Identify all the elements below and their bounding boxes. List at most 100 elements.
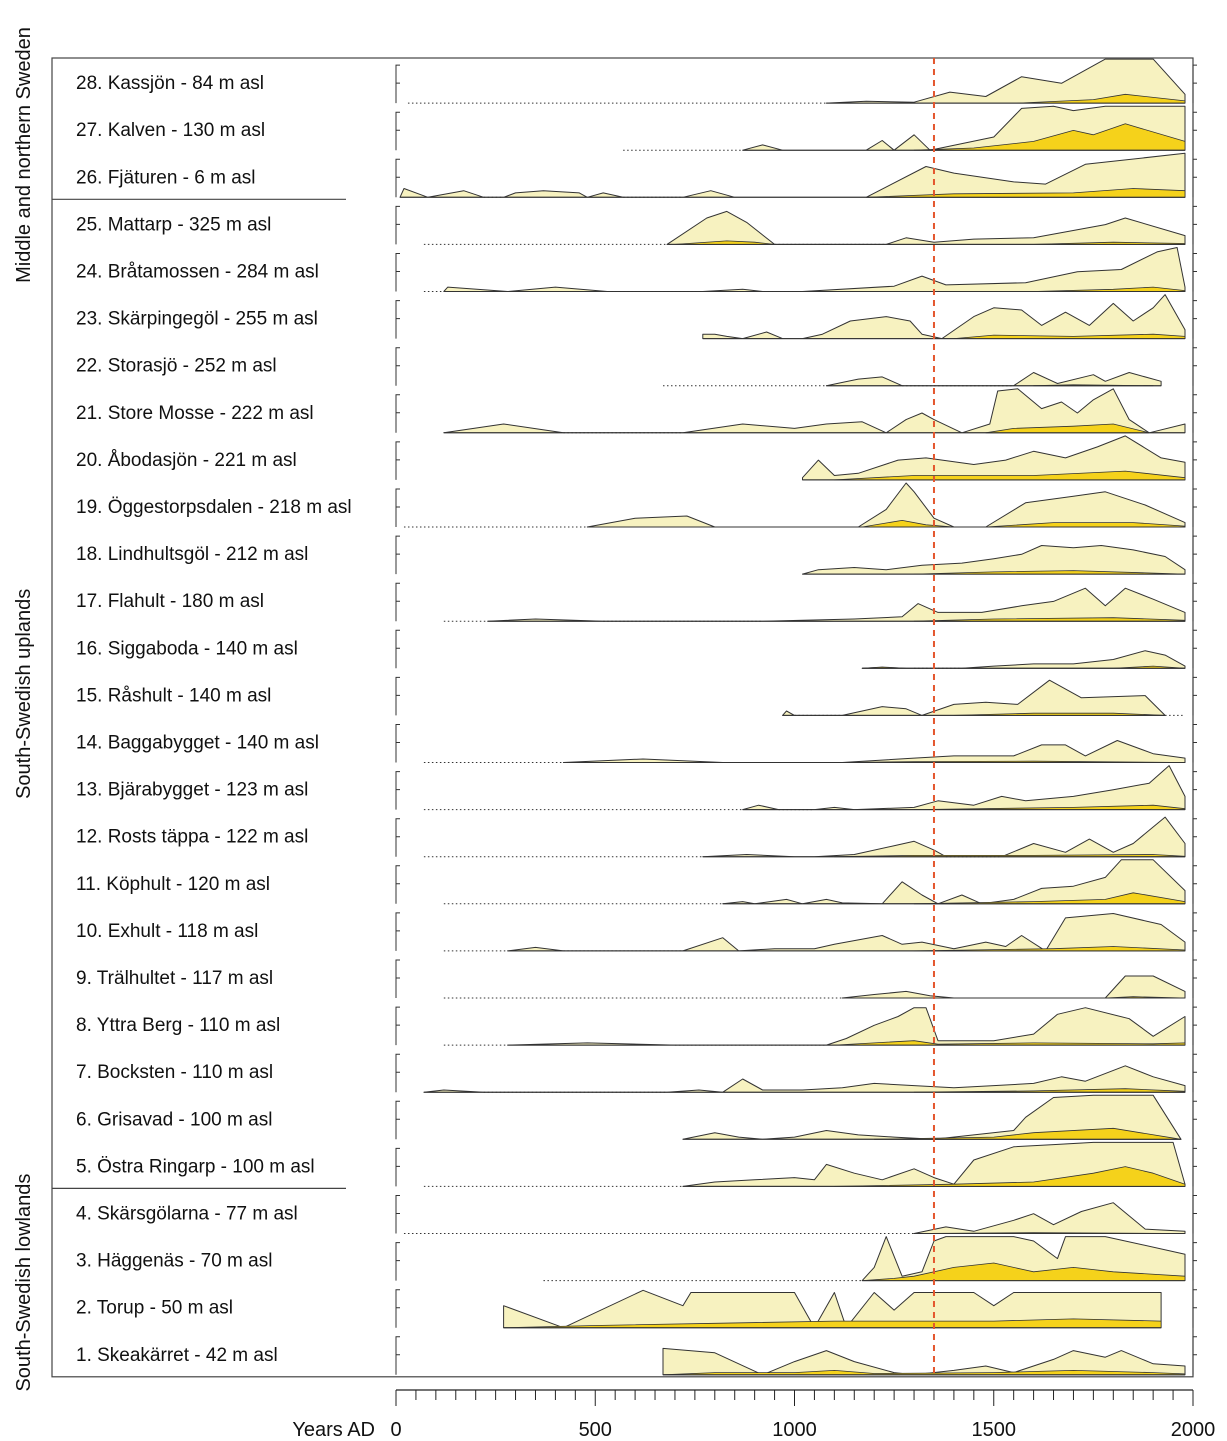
row-end-marker [1192,488,1197,527]
row-end-marker [1192,818,1197,857]
outer-area [825,372,1162,387]
outer-area [507,913,1186,952]
outer-area [722,859,1186,905]
site-label: 16. Siggaboda - 140 m asl [76,638,298,659]
site-row: 11. Köphult - 120 m asl [76,859,1197,905]
row-end-marker [1192,205,1197,245]
site-label: 8. Yttra Berg - 110 m asl [76,1015,280,1036]
site-label: 7. Bocksten - 110 m asl [76,1062,273,1083]
site-row: 28. Kassjön - 84 m asl [76,58,1197,104]
inner-area [662,1370,1186,1376]
row-start-marker [395,111,400,151]
site-label: 3. Häggenäs - 70 m asl [76,1251,272,1272]
chart-frame [51,57,1194,1378]
site-row: 19. Öggestorpsdalen - 218 m asl [76,482,1197,528]
site-label: 15. Råshult - 140 m asl [76,685,271,706]
outer-area [841,975,1186,999]
row-end-marker [1192,1195,1197,1234]
site-label: 17. Flahult - 180 m asl [76,591,264,612]
site-row: 22. Storasjö - 252 m asl [76,347,1197,387]
site-row: 4. Skärsgölarna - 77 m asl [76,1195,1197,1234]
site-row: 20. Åbodasjön - 221 m asl [76,435,1197,481]
x-tick-label: 0 [390,1419,401,1441]
outer-area [562,740,1186,763]
row-start-marker [395,347,400,386]
outer-area [825,58,1186,104]
row-end-marker [1192,676,1197,716]
region-label-middle-northern: Middle and northern Sweden [13,27,35,283]
row-start-marker [395,1147,400,1187]
row-end-marker [1192,441,1197,480]
site-row: 15. Råshult - 140 m asl [76,676,1197,716]
site-row: 3. Häggenäs - 70 m asl [76,1236,1197,1282]
row-start-marker [395,1006,400,1046]
site-row: 17. Flahult - 180 m asl [76,582,1197,622]
outer-area [702,816,1186,858]
row-start-marker [395,959,400,998]
x-tick-label: 500 [579,1419,612,1441]
outer-area [802,435,1186,481]
site-label: 27. Kalven - 130 m asl [76,120,265,141]
row-start-marker [395,676,400,716]
site-label: 10. Exhult - 118 m asl [76,921,258,942]
row-end-marker [1192,64,1197,104]
inner-area [834,1166,1186,1187]
site-label: 6. Grisavad - 100 m asl [76,1109,272,1130]
site-label: 26. Fjäturen - 6 m asl [76,167,256,188]
row-start-marker [395,441,400,480]
site-row: 16. Siggaboda - 140 m asl [76,629,1197,669]
region-labels: Middle and northern Sweden South-Swedish… [13,27,35,1391]
inner-area [913,123,1186,151]
site-row: 27. Kalven - 130 m asl [76,105,1197,151]
x-axis-label: Years AD [292,1419,375,1441]
site-label: 14. Baggabygget - 140 m asl [76,733,319,754]
site-label: 13. Bjärabygget - 123 m asl [76,780,308,801]
row-end-marker [1192,347,1197,386]
row-start-marker [395,818,400,857]
row-start-marker [395,1242,400,1281]
row-end-marker [1192,1100,1197,1140]
site-label: 20. Åbodasjön - 221 m asl [76,450,297,471]
row-end-marker [1192,1006,1197,1046]
plot-frame [51,57,1194,1378]
site-label: 25. Mattarp - 325 m asl [76,214,271,235]
row-end-marker [1192,1336,1197,1375]
row-end-marker [1192,771,1197,810]
site-label: 11. Köphult - 120 m asl [76,874,270,895]
row-start-marker [395,158,400,198]
row-start-marker [395,394,400,433]
row-start-marker [395,488,400,527]
row-start-marker [395,1336,400,1375]
site-row: 10. Exhult - 118 m asl [76,912,1197,952]
site-row: 24. Bråtamossen - 284 m asl [76,247,1197,292]
site-row: 21. Store Mosse - 222 m asl [76,388,1197,434]
row-end-marker [1192,535,1197,575]
site-row: 9. Trälhultet - 117 m asl [76,959,1197,999]
row-start-marker [395,1195,400,1234]
x-tick-label: 1000 [772,1419,817,1441]
site-row: 5. Östra Ringarp - 100 m asl [76,1141,1197,1187]
row-end-marker [1192,111,1197,151]
row-end-marker [1192,582,1197,622]
row-start-marker [395,64,400,104]
outer-area [861,650,1186,669]
row-end-marker [1192,158,1197,198]
row-end-marker [1192,629,1197,669]
site-label: 1. Skeakärret - 42 m asl [76,1345,278,1366]
row-start-marker [395,205,400,245]
site-row: 2. Torup - 50 m asl [76,1289,1197,1329]
outer-area [702,294,1186,340]
row-end-marker [1192,300,1197,339]
site-label: 19. Öggestorpsdalen - 218 m asl [76,497,352,518]
x-tick-label: 2000 [1171,1419,1216,1441]
site-row: 12. Rosts täppa - 122 m asl [76,816,1197,858]
site-label: 5. Östra Ringarp - 100 m asl [76,1156,315,1177]
row-start-marker [395,535,400,575]
site-rows: 28. Kassjön - 84 m asl 27. Kalven - 130 m… [76,58,1197,1376]
outer-area [443,247,1186,292]
outer-area [742,765,1186,811]
row-end-marker [1192,724,1197,763]
site-row: 26. Fjäturen - 6 m asl [76,152,1197,198]
row-end-marker [1192,394,1197,433]
